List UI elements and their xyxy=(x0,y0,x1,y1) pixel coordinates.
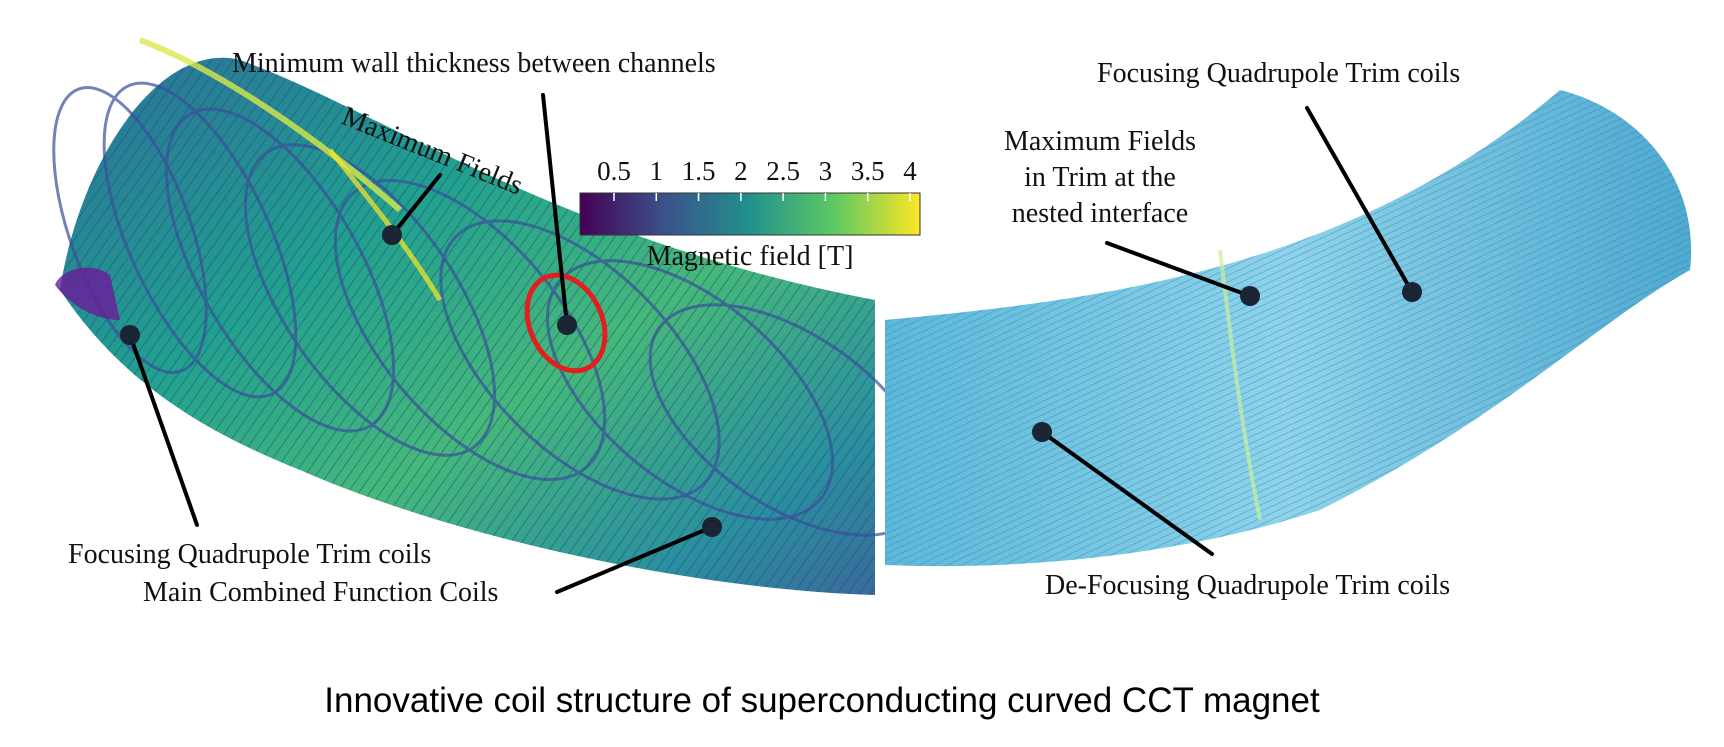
marker-focusing-left xyxy=(120,325,140,345)
colorbar-tick-label: 2.5 xyxy=(766,156,800,186)
leader-max-fields xyxy=(390,173,442,237)
marker-main-coils xyxy=(702,517,722,537)
leader-defocusing xyxy=(1040,430,1214,556)
marker-defocusing xyxy=(1032,422,1052,442)
leader-focusing-left xyxy=(128,333,199,527)
colorbar-tick-label: 1.5 xyxy=(682,156,716,186)
colorbar-tick-label: 2 xyxy=(734,156,748,186)
colorbar-gradient xyxy=(579,192,921,236)
leader-focusing-right xyxy=(1305,106,1414,294)
label-main-coils: Main Combined Function Coils xyxy=(143,577,498,608)
leader-max-fields-trim xyxy=(1105,241,1252,298)
colorbar-tick-label: 3 xyxy=(819,156,833,186)
label-focusing-left: Focusing Quadrupole Trim coils xyxy=(68,539,431,570)
figure-caption: Innovative coil structure of superconduc… xyxy=(324,681,1320,720)
colorbar-label: Magnetic field [T] xyxy=(647,241,854,272)
marker-max-fields xyxy=(382,225,402,245)
label-max-fields-trim-2: in Trim at the xyxy=(1024,162,1176,193)
coil-render-left xyxy=(52,37,932,595)
label-min-wall: Minimum wall thickness between channels xyxy=(232,48,716,79)
label-max-fields-trim-1: Maximum Fields xyxy=(1004,126,1196,157)
leader-min-wall xyxy=(541,93,569,327)
label-focusing-right: Focusing Quadrupole Trim coils xyxy=(1097,58,1460,89)
colorbar-tick-label: 0.5 xyxy=(597,156,631,186)
colorbar: 0.5 1 1.5 2 2.5 3 3.5 4 Magnetic field [T] xyxy=(579,156,921,272)
leader-main-coils xyxy=(555,525,714,594)
ellipse-highlight xyxy=(524,272,608,374)
label-max-fields-trim-3: nested interface xyxy=(1012,198,1188,229)
marker-min-wall xyxy=(557,315,577,335)
coil-render-right xyxy=(885,90,1692,567)
marker-max-fields-trim xyxy=(1240,286,1260,306)
label-defocusing: De-Focusing Quadrupole Trim coils xyxy=(1045,570,1450,601)
marker-focusing-right xyxy=(1402,282,1422,302)
colorbar-tick-label: 4 xyxy=(903,156,917,186)
colorbar-tick-label: 3.5 xyxy=(851,156,885,186)
colorbar-tick-label: 1 xyxy=(650,156,664,186)
